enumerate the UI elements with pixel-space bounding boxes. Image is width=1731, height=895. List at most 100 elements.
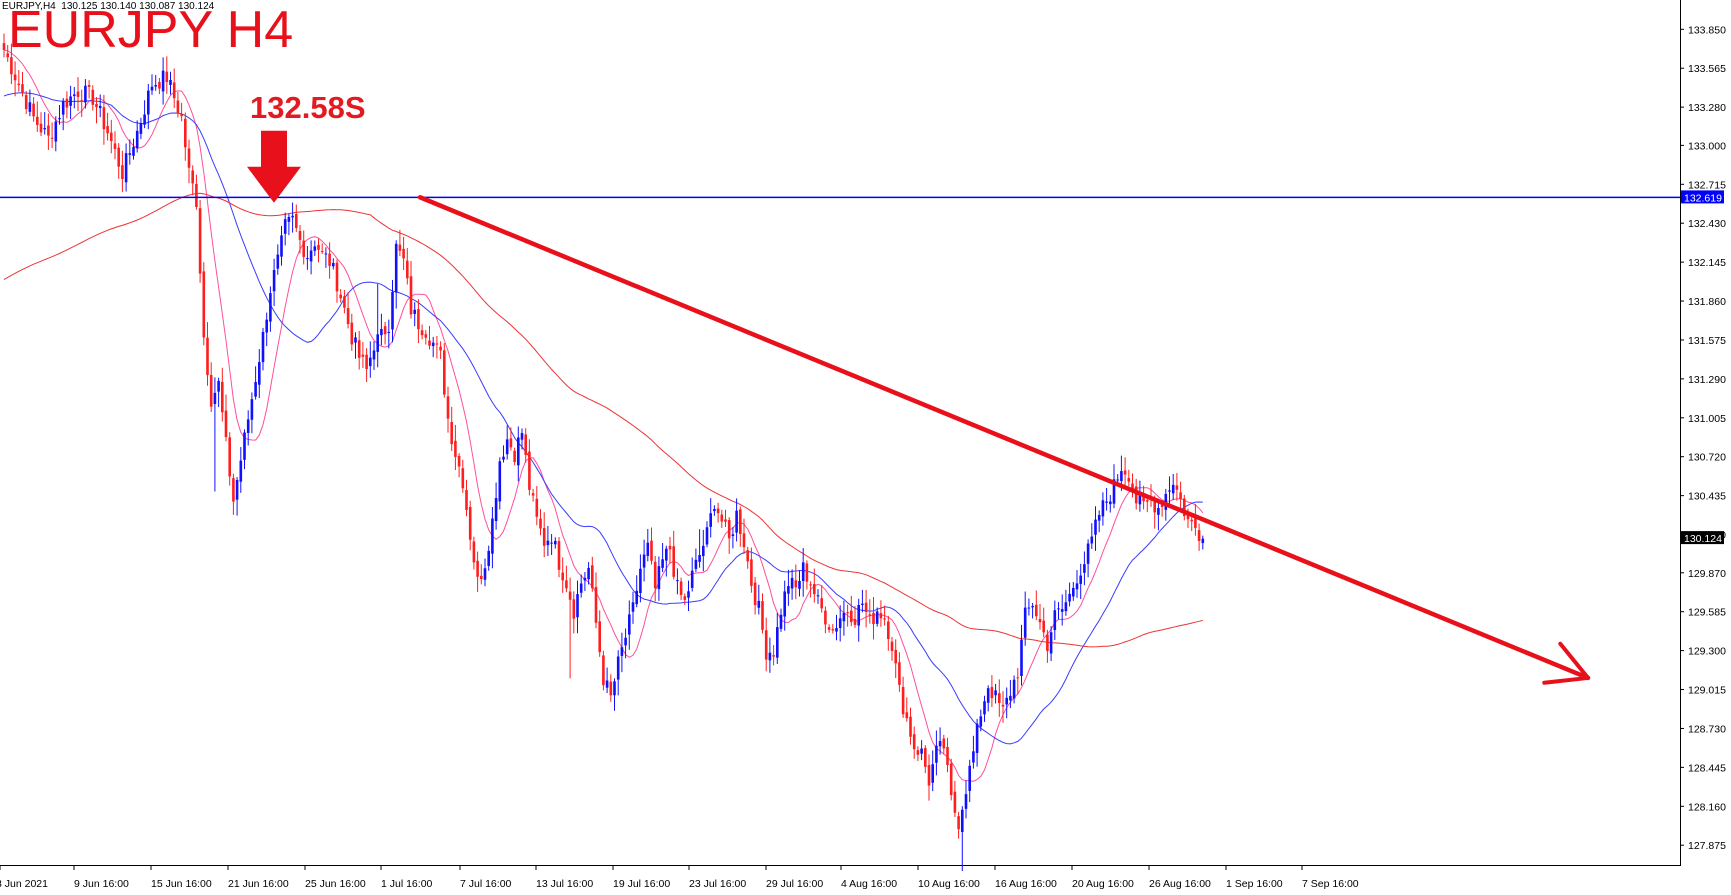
candle [731, 526, 735, 549]
current-price-bg [1681, 531, 1724, 545]
candle [1094, 506, 1097, 551]
candle-body [875, 611, 879, 624]
candle [39, 112, 43, 136]
candle [73, 87, 76, 109]
candle-body [631, 602, 635, 612]
candle [520, 428, 524, 450]
candle [335, 259, 339, 303]
candle-body [676, 580, 679, 582]
candle-body [975, 723, 979, 753]
candle [572, 591, 576, 634]
candle [1201, 535, 1205, 550]
candle-body [998, 693, 1001, 703]
candle [909, 707, 912, 745]
candle [676, 568, 679, 595]
candle-body [465, 490, 468, 510]
candle [716, 502, 720, 523]
candle-body [835, 628, 838, 632]
candle-body [687, 591, 690, 598]
candle [1123, 457, 1127, 486]
candle [269, 286, 272, 332]
candle-body [180, 114, 183, 117]
candle-body [890, 641, 894, 651]
candle-body [10, 57, 13, 75]
candle-body [43, 128, 46, 130]
candle-body [879, 613, 883, 619]
candle [853, 606, 857, 628]
candle [827, 624, 831, 633]
candle-body [117, 147, 120, 167]
candle-body [739, 509, 742, 535]
candle [361, 342, 365, 368]
candle-body [1086, 543, 1090, 564]
candle-body [32, 103, 35, 117]
candle-body [872, 612, 875, 625]
candle [454, 424, 457, 471]
candle-body [827, 627, 831, 630]
candle [794, 564, 798, 600]
candle-body [47, 125, 50, 136]
candle [986, 685, 990, 712]
candle [106, 112, 109, 141]
candle [1031, 603, 1034, 619]
candle [154, 75, 157, 91]
candle [1194, 504, 1197, 536]
candle-body [653, 561, 657, 589]
candle [657, 556, 661, 601]
candle-body [616, 656, 620, 680]
candle-body [1038, 618, 1042, 623]
current-price-tag: 130.124 [1681, 531, 1724, 545]
candle [1079, 563, 1082, 599]
candle-body [291, 215, 294, 218]
candle [1035, 590, 1038, 621]
candle [135, 120, 139, 153]
candle-body [250, 399, 254, 420]
candle [957, 811, 960, 839]
candle [383, 321, 387, 345]
candle [439, 341, 442, 360]
candle-body [417, 309, 420, 330]
candle [313, 240, 317, 256]
candle-body [646, 542, 650, 556]
candle-body [494, 498, 498, 522]
y-tick-label: 133.000 [1688, 140, 1726, 152]
candle-body [831, 629, 835, 631]
candle [446, 386, 450, 433]
candle-body [850, 610, 853, 623]
candle-body [169, 80, 172, 85]
candle-body [764, 630, 768, 660]
candle-body [276, 254, 280, 269]
candle-body [13, 74, 17, 81]
candle-body [317, 244, 320, 250]
candle [964, 780, 968, 819]
candle [246, 410, 250, 446]
candle [184, 112, 187, 161]
candle-body [713, 508, 716, 512]
candle [898, 652, 901, 692]
candle-body [121, 165, 124, 179]
candle [224, 394, 228, 442]
candle-body [232, 478, 235, 502]
candle-body [443, 350, 446, 395]
candle [369, 341, 372, 378]
candle-body [339, 294, 342, 299]
candle [435, 335, 439, 359]
candle [465, 479, 468, 517]
candle [672, 530, 675, 580]
candle-body [239, 460, 243, 482]
candle-body [528, 451, 531, 490]
candle [1027, 598, 1031, 616]
candle-body [805, 563, 809, 582]
y-tick-label: 131.290 [1688, 374, 1726, 386]
candle-body [435, 343, 439, 345]
candle [357, 331, 361, 370]
candle [709, 498, 712, 538]
candle-body [716, 508, 720, 514]
candle-body [24, 95, 28, 110]
candle-body [1153, 501, 1156, 513]
y-tick-label: 131.860 [1688, 296, 1726, 308]
candle [713, 505, 716, 516]
candle-body [472, 541, 476, 563]
candle [295, 204, 298, 232]
candle-body [972, 751, 975, 763]
